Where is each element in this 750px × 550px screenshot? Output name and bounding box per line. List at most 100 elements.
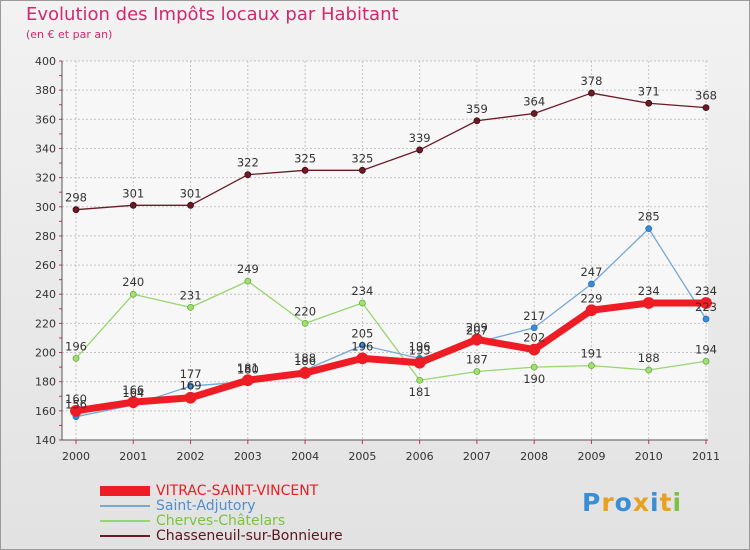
logo-letter: t	[659, 488, 673, 517]
data-point-cherves-ch-telars	[244, 277, 252, 285]
x-tick-label: 2008	[520, 450, 548, 463]
data-point-chasseneuil-sur-bonnieure	[530, 110, 538, 117]
data-point-vitrac-saint-vincent	[528, 343, 541, 356]
data-point-saint-adjutory	[530, 324, 538, 332]
data-label-chasseneuil-sur-bonnieure: 301	[122, 186, 144, 200]
data-label-vitrac-saint-vincent: 181	[237, 361, 259, 375]
data-label-vitrac-saint-vincent: 234	[695, 284, 717, 298]
data-point-chasseneuil-sur-bonnieure	[244, 171, 252, 179]
data-point-cherves-ch-telars	[588, 362, 595, 370]
data-point-chasseneuil-sur-bonnieure	[301, 166, 309, 174]
data-label-cherves-ch-telars: 181	[409, 385, 431, 399]
data-label-vitrac-saint-vincent: 166	[122, 383, 144, 397]
proxiti-logo: Proxiti	[582, 488, 682, 517]
data-label-chasseneuil-sur-bonnieure: 364	[523, 94, 545, 108]
data-label-cherves-ch-telars: 196	[65, 339, 87, 353]
legend-item-vitrac: VITRAC-SAINT-VINCENT	[100, 483, 420, 499]
data-point-saint-adjutory	[702, 315, 710, 323]
data-point-cherves-ch-telars	[473, 368, 481, 375]
data-point-vitrac-saint-vincent	[585, 304, 598, 317]
data-point-vitrac-saint-vincent	[642, 297, 655, 309]
x-tick-label: 2011	[692, 450, 720, 463]
data-point-cherves-ch-telars	[187, 303, 194, 311]
data-point-vitrac-saint-vincent	[184, 391, 197, 404]
data-label-chasseneuil-sur-bonnieure: 301	[180, 186, 202, 200]
logo-letter: i	[672, 488, 683, 517]
data-label-saint-adjutory: 247	[580, 265, 602, 279]
data-label-chasseneuil-sur-bonnieure: 325	[351, 151, 373, 165]
data-label-vitrac-saint-vincent: 169	[180, 379, 202, 393]
data-label-chasseneuil-sur-bonnieure: 371	[638, 84, 660, 98]
data-label-saint-adjutory: 177	[180, 367, 202, 381]
y-tick-label: 400	[35, 55, 56, 68]
data-point-chasseneuil-sur-bonnieure	[702, 104, 710, 112]
data-label-cherves-ch-telars: 191	[580, 347, 602, 361]
y-tick-label: 320	[35, 172, 56, 185]
data-point-cherves-ch-telars	[645, 366, 653, 374]
legend-label-vitrac: VITRAC-SAINT-VINCENT	[156, 483, 319, 499]
chart-title: Evolution des Impôts locaux par Habitant	[26, 4, 399, 25]
x-tick-label: 2001	[119, 450, 147, 463]
data-label-saint-adjutory: 217	[523, 309, 545, 323]
data-point-saint-adjutory	[187, 382, 194, 390]
y-tick-label: 160	[35, 405, 56, 418]
data-label-vitrac-saint-vincent: 209	[466, 320, 488, 334]
data-label-chasseneuil-sur-bonnieure: 368	[695, 89, 717, 103]
x-tick-label: 2010	[635, 450, 663, 463]
y-tick-label: 300	[35, 201, 56, 214]
y-tick-label: 140	[35, 434, 56, 447]
data-label-vitrac-saint-vincent: 196	[351, 339, 373, 353]
data-label-cherves-ch-telars: 234	[351, 284, 373, 298]
legend: VITRAC-SAINT-VINCENT Saint-Adjutory Cher…	[100, 483, 420, 544]
data-point-chasseneuil-sur-bonnieure	[588, 89, 595, 97]
data-label-vitrac-saint-vincent: 186	[294, 354, 316, 368]
logo-letter: x	[632, 488, 650, 517]
data-label-saint-adjutory: 180	[237, 363, 259, 377]
data-label-saint-adjutory: 188	[294, 351, 316, 365]
logo-letter: r	[601, 488, 615, 517]
data-label-cherves-ch-telars: 249	[237, 262, 259, 276]
data-point-chasseneuil-sur-bonnieure	[358, 166, 366, 174]
logo-letter: P	[582, 488, 602, 517]
series-line-chasseneuil-sur-bonnieure	[75, 92, 707, 211]
data-point-chasseneuil-sur-bonnieure	[187, 201, 194, 209]
data-label-vitrac-saint-vincent: 202	[523, 331, 545, 345]
data-label-vitrac-saint-vincent: 229	[580, 291, 602, 305]
data-point-vitrac-saint-vincent	[299, 367, 311, 379]
data-point-cherves-ch-telars	[530, 363, 538, 371]
data-label-cherves-ch-telars: 194	[695, 342, 717, 356]
series-line-cherves-ch-telars	[75, 280, 707, 381]
data-label-cherves-ch-telars: 231	[180, 288, 202, 302]
data-point-vitrac-saint-vincent	[700, 297, 712, 309]
data-label-cherves-ch-telars: 220	[294, 304, 316, 318]
series-line-saint-adjutory	[75, 227, 707, 418]
legend-item-cherves: Cherves-Châtelars	[100, 513, 420, 529]
data-point-chasseneuil-sur-bonnieure	[416, 146, 424, 154]
data-point-cherves-ch-telars	[72, 354, 80, 362]
data-point-saint-adjutory	[358, 341, 366, 349]
data-point-chasseneuil-sur-bonnieure	[645, 99, 653, 107]
data-label-chasseneuil-sur-bonnieure: 322	[237, 156, 259, 170]
data-point-cherves-ch-telars	[301, 319, 309, 327]
data-point-vitrac-saint-vincent	[356, 352, 369, 365]
data-point-chasseneuil-sur-bonnieure	[473, 117, 481, 125]
data-label-saint-adjutory: 223	[695, 300, 717, 314]
x-tick-label: 2000	[62, 450, 90, 463]
y-tick-label: 280	[35, 230, 56, 243]
legend-label-chasseneuil: Chasseneuil-sur-Bonnieure	[156, 528, 343, 544]
x-tick-label: 2009	[577, 450, 605, 463]
x-tick-label: 2002	[177, 450, 205, 463]
data-point-cherves-ch-telars	[702, 357, 710, 365]
legend-label-cherves: Cherves-Châtelars	[156, 513, 286, 529]
legend-swatch-vitrac	[100, 486, 150, 496]
y-tick-label: 340	[35, 142, 56, 155]
legend-swatch-cherves	[100, 520, 150, 522]
data-label-cherves-ch-telars: 240	[122, 275, 144, 289]
data-point-vitrac-saint-vincent	[70, 404, 82, 417]
data-label-chasseneuil-sur-bonnieure: 298	[65, 191, 87, 205]
data-point-cherves-ch-telars	[129, 290, 137, 298]
data-point-chasseneuil-sur-bonnieure	[129, 201, 137, 209]
x-tick-label: 2003	[234, 450, 262, 463]
chart-subtitle: (en € et par an)	[26, 28, 113, 41]
